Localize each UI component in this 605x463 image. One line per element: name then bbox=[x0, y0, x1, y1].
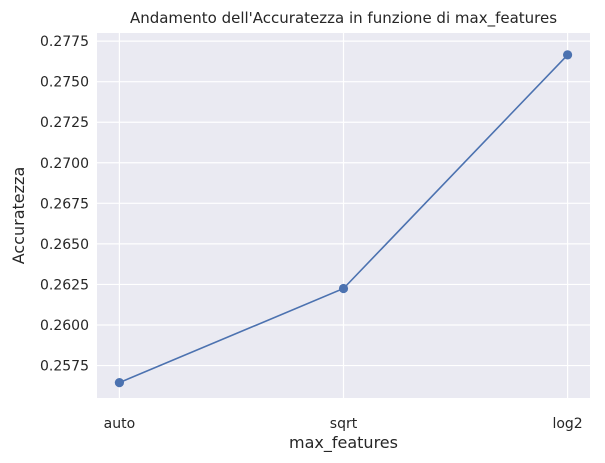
y-tick-label: 0.2650 bbox=[40, 237, 89, 253]
data-point bbox=[114, 377, 125, 388]
series-group bbox=[114, 50, 573, 388]
y-tick-label: 0.2675 bbox=[40, 196, 89, 212]
y-tick-label: 0.2700 bbox=[40, 156, 89, 172]
chart-title: Andamento dell'Accuratezza in funzione d… bbox=[130, 9, 557, 28]
y-axis-label: Accuratezza bbox=[9, 167, 28, 265]
x-axis-ticks: auto sqrt log2 bbox=[104, 416, 583, 432]
y-axis-ticks: 0.2575 0.2600 0.2625 0.2650 0.2675 0.2700 0.27… bbox=[40, 34, 89, 374]
y-tick-label: 0.2575 bbox=[40, 359, 89, 375]
y-tick-label: 0.2600 bbox=[40, 318, 89, 334]
data-point bbox=[562, 50, 573, 60]
x-tick-label: sqrt bbox=[330, 416, 358, 432]
data-point bbox=[338, 283, 349, 294]
y-tick-label: 0.2625 bbox=[40, 277, 89, 293]
y-tick-label: 0.2750 bbox=[40, 75, 89, 91]
y-tick-label: 0.2775 bbox=[40, 34, 89, 50]
x-axis-label: max_features bbox=[289, 433, 398, 453]
x-tick-label: auto bbox=[104, 416, 136, 432]
y-tick-label: 0.2725 bbox=[40, 115, 89, 131]
x-tick-label: log2 bbox=[552, 416, 582, 432]
